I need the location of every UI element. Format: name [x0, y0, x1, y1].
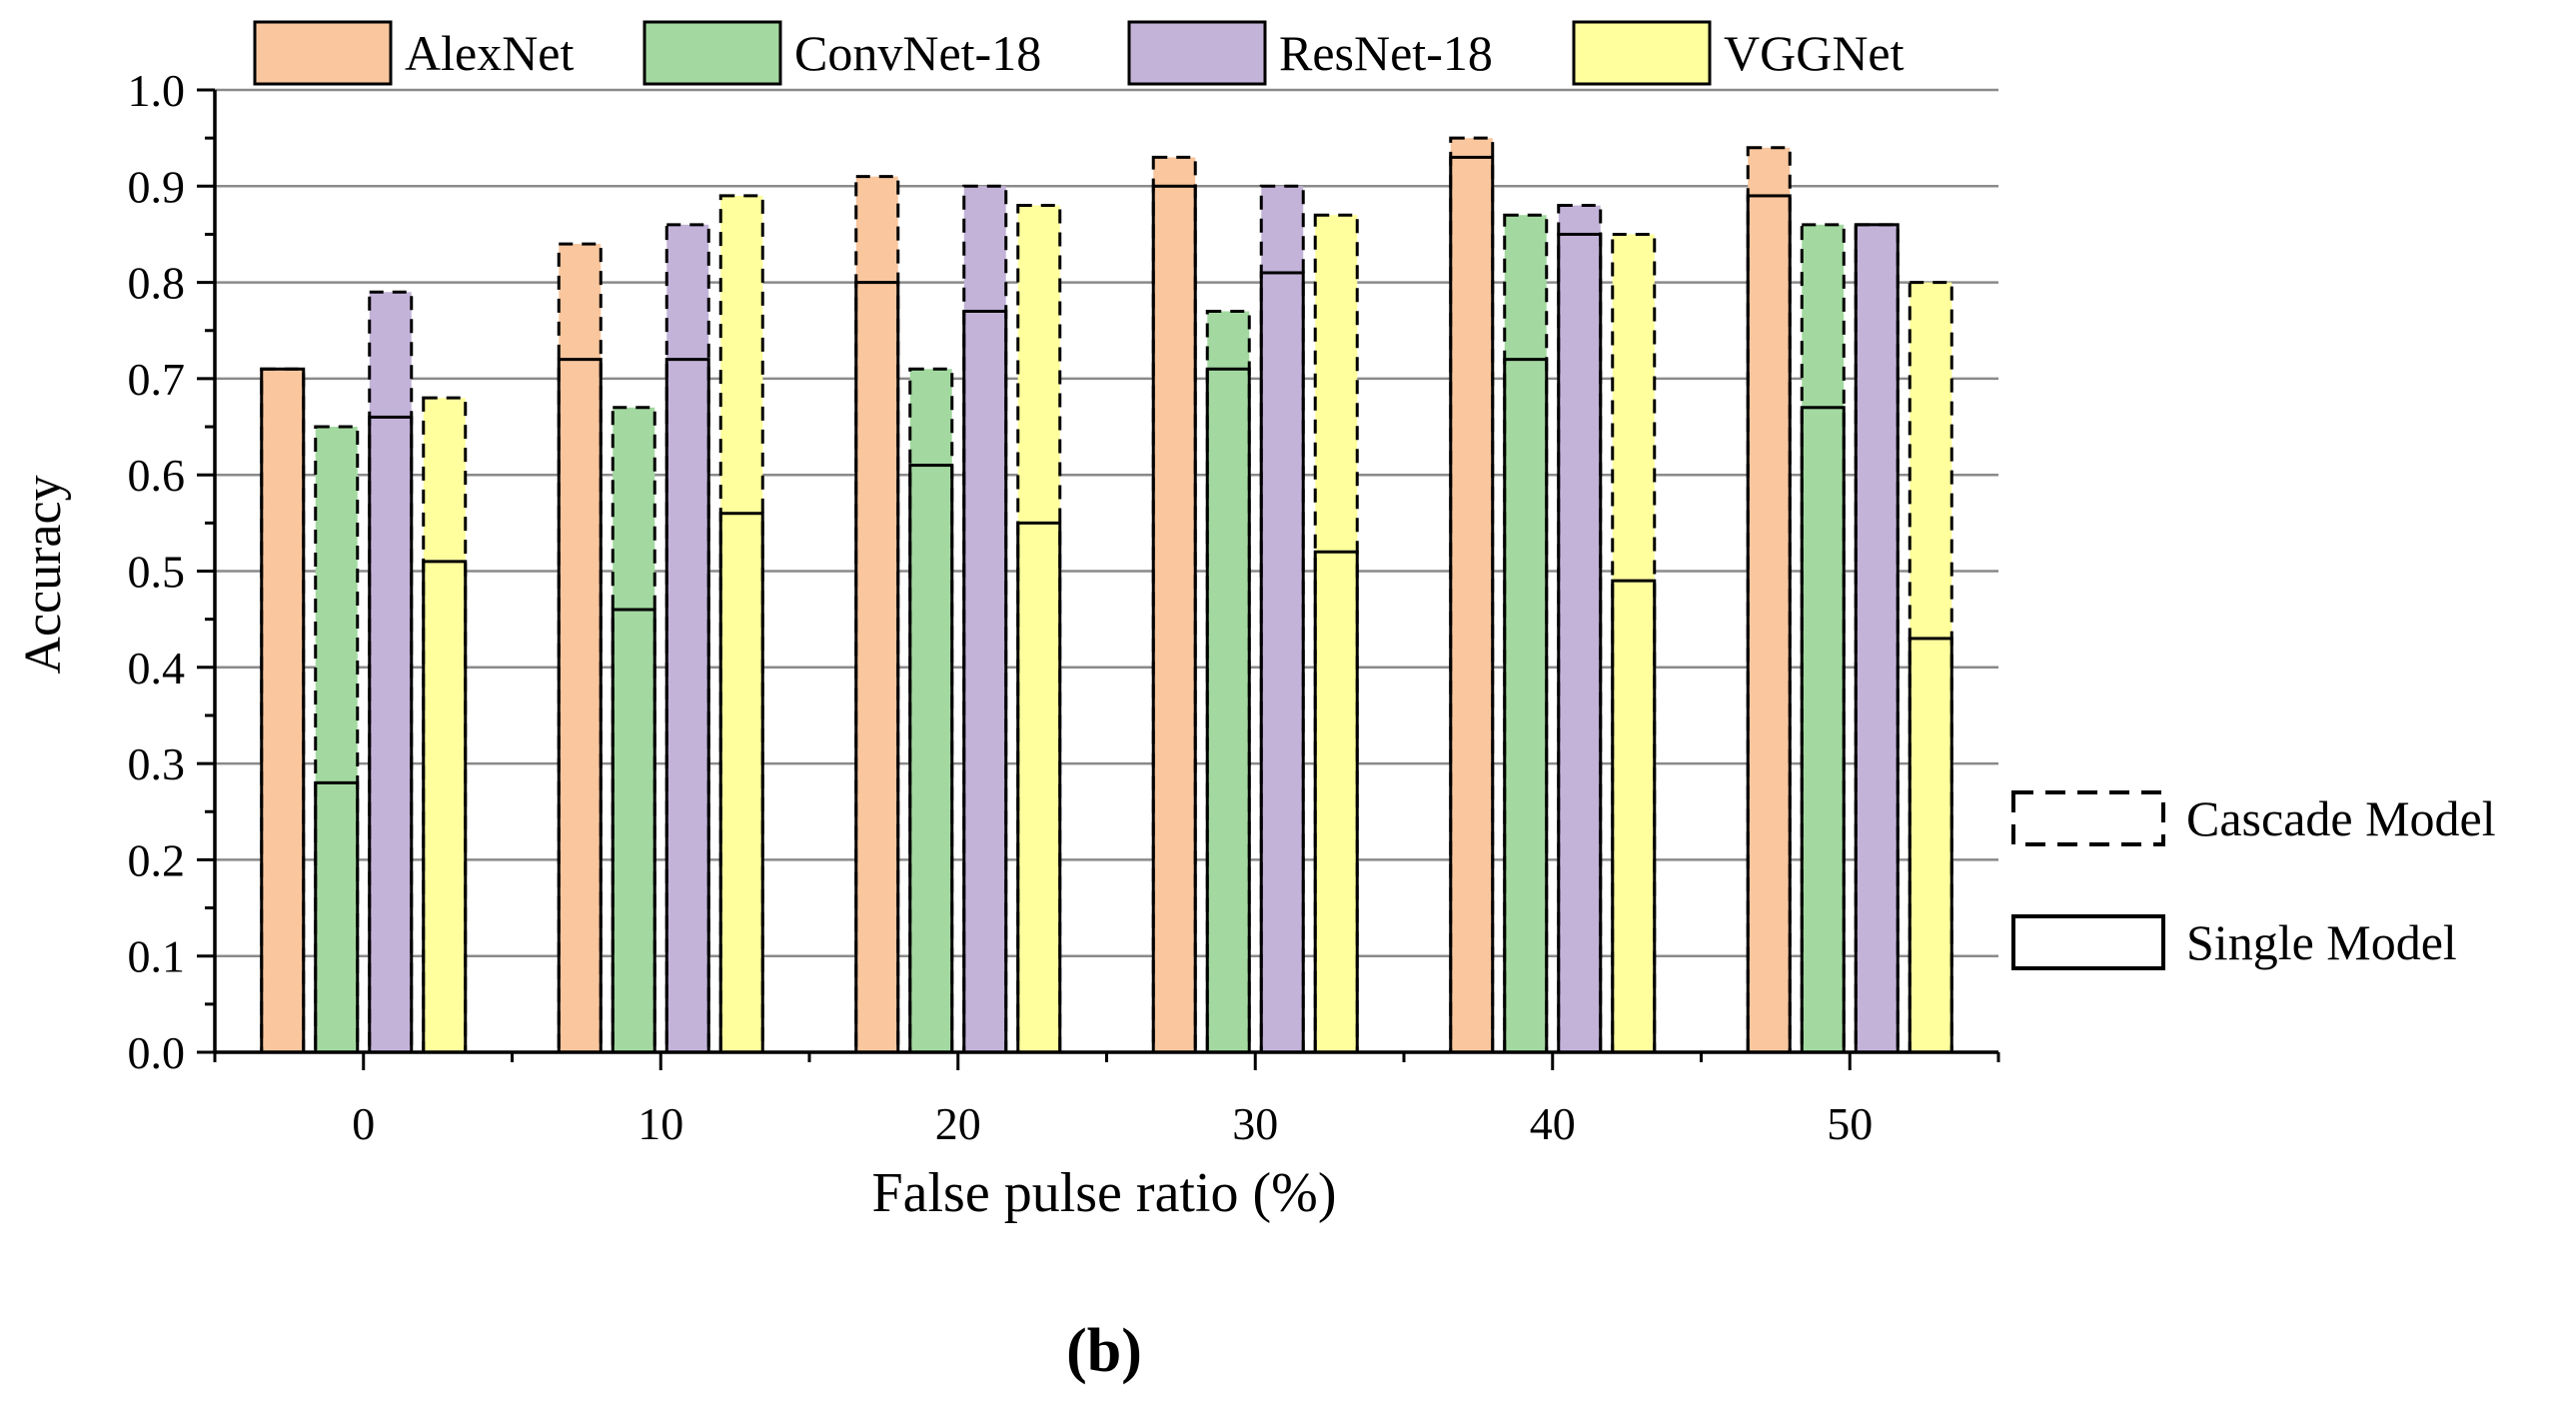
- style-legend-swatch: [2011, 790, 2165, 846]
- x-tick-label: 40: [1530, 1098, 1576, 1149]
- y-tick-label: 0.7: [128, 354, 186, 405]
- bar-fill: [1748, 147, 1791, 1052]
- y-tick-label: 0.1: [128, 931, 186, 982]
- bar-fill: [720, 195, 763, 1052]
- bar-fill: [1153, 157, 1196, 1052]
- bar-fill: [1504, 215, 1547, 1052]
- bar-cascade: [1205, 309, 1251, 1054]
- y-axis-label: Accuracy: [15, 475, 72, 674]
- bar-fill: [315, 427, 358, 1052]
- bar-fill: [1315, 215, 1358, 1052]
- y-tick-label: 0.6: [128, 450, 186, 501]
- bar-fill: [1017, 205, 1060, 1052]
- style-legend-label: Single Model: [2186, 914, 2457, 970]
- bar-fill: [909, 369, 952, 1052]
- legend-label: ResNet-18: [1279, 25, 1493, 81]
- style-legend-item: Cascade Model: [2011, 790, 2496, 846]
- gridlines: [215, 88, 1998, 957]
- bar-fill: [1856, 224, 1899, 1052]
- x-tick-label: 10: [638, 1098, 683, 1149]
- bar-fill: [559, 244, 602, 1052]
- x-tick-label: 50: [1827, 1098, 1873, 1149]
- bar-fill: [613, 407, 655, 1052]
- style-legend-label: Cascade Model: [2186, 790, 2496, 846]
- legend-swatch: [253, 20, 393, 86]
- bar-cascade: [314, 425, 360, 1054]
- bar-fill: [1207, 311, 1250, 1052]
- legend-item: AlexNet: [253, 20, 574, 86]
- y-tick-label: 0.8: [128, 258, 186, 309]
- bar-fill: [666, 224, 709, 1052]
- legend: AlexNet ConvNet-18 ResNet-18 VGGNet Cascade …: [253, 20, 2496, 970]
- x-tick-label: 20: [935, 1098, 981, 1149]
- panel-label: (b): [1066, 1317, 1142, 1385]
- bar-fill: [1910, 282, 1952, 1053]
- legend-label: AlexNet: [405, 25, 574, 81]
- style-legend-swatch: [2011, 914, 2165, 970]
- legend-item: ConvNet-18: [643, 20, 1041, 86]
- bar-fill: [855, 176, 898, 1053]
- y-tick-label: 0.4: [128, 643, 186, 694]
- legend-swatch: [1127, 20, 1267, 86]
- bar-fill: [963, 186, 1006, 1053]
- bar-fill: [261, 369, 304, 1052]
- legend-label: VGGNet: [1724, 25, 1905, 81]
- y-tick-label: 0.5: [128, 547, 186, 598]
- bar-cascade: [1151, 155, 1197, 1054]
- x-axis-label: False pulse ratio (%): [872, 1162, 1337, 1224]
- y-tick-label: 0.9: [128, 161, 186, 212]
- y-tick-label: 0.0: [128, 1027, 186, 1078]
- legend-swatch: [1572, 20, 1712, 86]
- bar-cascade: [368, 290, 414, 1054]
- x-tick-label: 30: [1232, 1098, 1278, 1149]
- axes: 0.0 0.1 0.2 0.3 0.4 0.5 0.6 0.7 0.8 0.9 1.0 0 10 20 30…: [128, 65, 2000, 1149]
- bar-fill: [1558, 205, 1601, 1052]
- bar-fill: [1802, 224, 1845, 1052]
- legend-label: ConvNet-18: [794, 25, 1041, 81]
- bar-cascade: [557, 242, 603, 1054]
- bar-fill: [423, 398, 466, 1052]
- y-tick-label: 1.0: [128, 65, 186, 116]
- y-tick-label: 0.2: [128, 834, 186, 885]
- bars: [260, 136, 1953, 1054]
- bar-fill: [1612, 234, 1655, 1052]
- bar-fill: [369, 292, 412, 1053]
- x-tick-label: 0: [352, 1098, 375, 1149]
- style-legend-item: Single Model: [2011, 914, 2457, 970]
- legend-item: ResNet-18: [1127, 20, 1493, 86]
- legend-item: VGGNet: [1572, 20, 1905, 86]
- bar-fill: [1261, 186, 1304, 1053]
- y-tick-label: 0.3: [128, 738, 186, 789]
- bar-fill: [1450, 138, 1493, 1052]
- legend-swatch: [643, 20, 782, 86]
